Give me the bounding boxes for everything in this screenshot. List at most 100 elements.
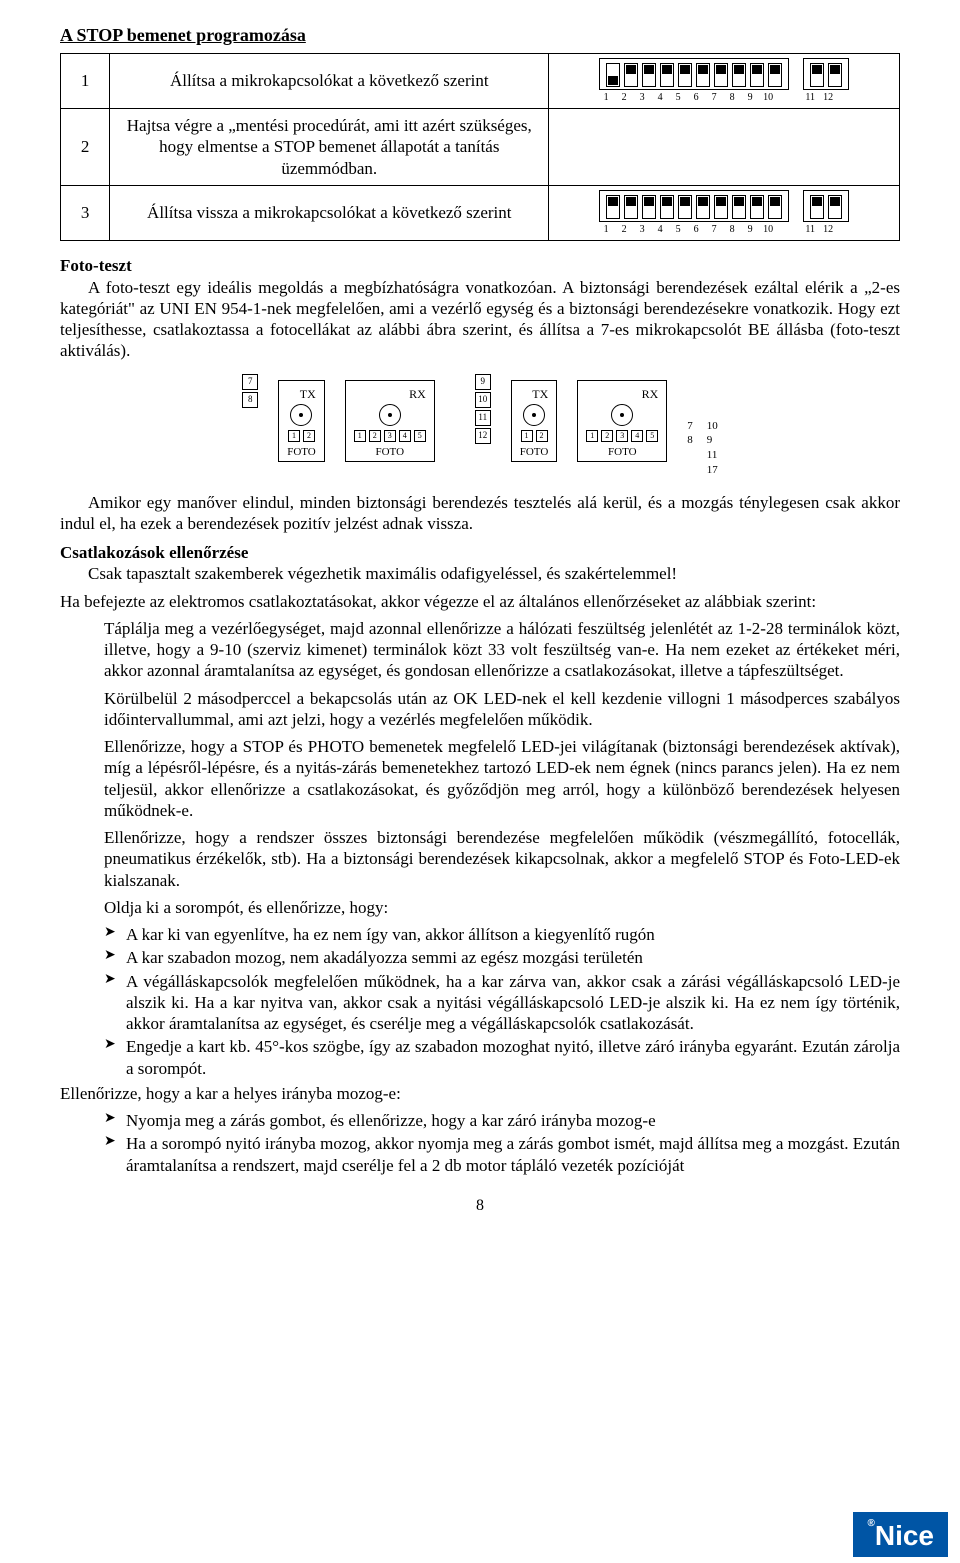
pin-row: 12345: [354, 430, 426, 442]
step-number: 1: [61, 53, 110, 109]
dip-switch: [642, 195, 656, 219]
foto-caption: FOTO: [520, 446, 549, 460]
foto-rx-box: RX 12345 FOTO: [577, 380, 667, 463]
foto-caption: FOTO: [586, 446, 658, 460]
dip-switch: [606, 195, 620, 219]
list-item: Ha a sorompó nyitó irányba mozog, akkor …: [104, 1133, 900, 1176]
rx-label: RX: [354, 387, 426, 402]
terminal-column: 9 10 11 12: [475, 374, 491, 444]
table-row: 3Állítsa vissza a mikrokapcsolókat a köv…: [61, 185, 900, 241]
step-figure: 123456789101112: [549, 185, 900, 241]
dip-switch: [828, 195, 842, 219]
dip-switch: [828, 63, 842, 87]
terminal-column: 78: [242, 374, 258, 408]
foto-tx-box: TX 12 FOTO: [511, 380, 558, 463]
dip-switch: [678, 195, 692, 219]
check-item: Oldja ki a sorompót, és ellenőrizze, hog…: [104, 897, 900, 918]
side-numbers: 78: [687, 420, 693, 478]
wiring-left: 78 TX 12 FOTO RX 12345 FOTO: [242, 380, 435, 478]
pin: 2: [536, 430, 548, 442]
step-description: Állítsa a mikrokapcsolókat a következő s…: [110, 53, 549, 109]
dip-switch: [768, 195, 782, 219]
list-item: Engedje a kart kb. 45°-kos szögbe, így a…: [104, 1036, 900, 1079]
dip-switch: [810, 63, 824, 87]
dip-switch: [678, 63, 692, 87]
dip-switch: [714, 63, 728, 87]
pin: 1: [288, 430, 300, 442]
list-item: A kar ki van egyenlítve, ha ez nem így v…: [104, 924, 900, 945]
side-numbers: 1091117: [707, 420, 718, 478]
pin: 3: [384, 430, 396, 442]
foto-rx-box: RX 12345 FOTO: [345, 380, 435, 463]
step-description: Hajtsa végre a „mentési procedúrát, ami …: [110, 109, 549, 186]
dip-switch: [696, 195, 710, 219]
wiring-right: 9101112 TX 12 FOTO RX 12345 FOTO 78 1091…: [475, 380, 718, 478]
dip-switch: [750, 63, 764, 87]
after-bullets-paragraph: Ellenőrizze, hogy a kar a helyes irányba…: [60, 1083, 900, 1104]
dip-switch: [696, 63, 710, 87]
foto-heading: Foto-teszt: [60, 255, 900, 276]
lens-icon: [523, 404, 545, 426]
step-number: 3: [61, 185, 110, 241]
pin-row: 12: [520, 430, 549, 442]
dip-switch: [624, 63, 638, 87]
brand-logo: ®Nice: [853, 1512, 948, 1557]
page-title: A STOP bemenet programozása: [60, 24, 900, 47]
step-figure: 123456789101112: [549, 53, 900, 109]
dip-switch: [660, 195, 674, 219]
pin: 2: [369, 430, 381, 442]
check-list: Táplálja meg a vezérlőegységet, majd azo…: [60, 618, 900, 918]
conn-p1: Csak tapasztalt szakemberek végezhetik m…: [60, 563, 900, 584]
check-item: Körülbelül 2 másodperccel a bekapcsolás …: [104, 688, 900, 731]
page-number: 8: [60, 1196, 900, 1216]
pin: 1: [586, 430, 598, 442]
table-row: 2Hajtsa végre a „mentési procedúrát, ami…: [61, 109, 900, 186]
terminal: 11: [475, 410, 491, 426]
check-item: Ellenőrizze, hogy a STOP és PHOTO bemene…: [104, 736, 900, 821]
dip-switch: [714, 195, 728, 219]
terminal: 9: [475, 374, 491, 390]
terminal: 10: [475, 392, 491, 408]
pin: 5: [646, 430, 658, 442]
rx-label: RX: [586, 387, 658, 402]
check-item: Táplálja meg a vezérlőegységet, majd azo…: [104, 618, 900, 682]
conn-heading: Csatlakozások ellenőrzése: [60, 542, 900, 563]
list-item: A végálláskapcsolók megfelelően működnek…: [104, 971, 900, 1035]
dip-switch: [606, 63, 620, 87]
dip-switch: [624, 195, 638, 219]
dip-switch: [660, 63, 674, 87]
after-wiring-paragraph: Amikor egy manőver elindul, minden bizto…: [60, 492, 900, 535]
foto-paragraph: A foto-teszt egy ideális megoldás a megb…: [60, 277, 900, 362]
tx-label: TX: [520, 387, 549, 402]
pin-row: 12: [287, 430, 316, 442]
step-description: Állítsa vissza a mikrokapcsolókat a köve…: [110, 185, 549, 241]
pin: 5: [414, 430, 426, 442]
table-row: 1Állítsa a mikrokapcsolókat a következő …: [61, 53, 900, 109]
dip-switch: [732, 63, 746, 87]
terminal: 12: [475, 428, 491, 444]
bullet-list: Nyomja meg a zárás gombot, és ellenőrizz…: [60, 1110, 900, 1176]
list-item: A kar szabadon mozog, nem akadályozza se…: [104, 947, 900, 968]
foto-tx-box: TX 12 FOTO: [278, 380, 325, 463]
terminal: 8: [242, 392, 258, 408]
lens-icon: [290, 404, 312, 426]
step-figure: [549, 109, 900, 186]
pin: 3: [616, 430, 628, 442]
list-item: Nyomja meg a zárás gombot, és ellenőrizz…: [104, 1110, 900, 1131]
pin: 2: [601, 430, 613, 442]
tx-label: TX: [287, 387, 316, 402]
pin: 1: [354, 430, 366, 442]
wiring-diagram: 78 TX 12 FOTO RX 12345 FOTO 9101112 TX 1…: [60, 380, 900, 478]
lens-icon: [611, 404, 633, 426]
step-number: 2: [61, 109, 110, 186]
dip-switch: [732, 195, 746, 219]
steps-table: 1Állítsa a mikrokapcsolókat a következő …: [60, 53, 900, 242]
foto-caption: FOTO: [354, 446, 426, 460]
logo-text: Nice: [875, 1520, 934, 1551]
pin: 1: [521, 430, 533, 442]
bullet-list: A kar ki van egyenlítve, ha ez nem így v…: [60, 924, 900, 1079]
pin: 2: [303, 430, 315, 442]
foto-caption: FOTO: [287, 446, 316, 460]
pin-row: 12345: [586, 430, 658, 442]
registered-icon: ®: [867, 1518, 874, 1529]
